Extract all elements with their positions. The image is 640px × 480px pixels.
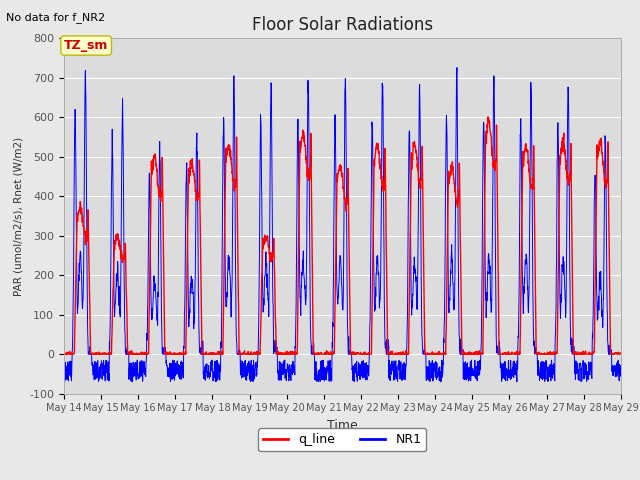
- Text: No data for f_NR2: No data for f_NR2: [6, 12, 106, 23]
- q_line: [505, 351, 513, 357]
- q_line: [484, 114, 492, 120]
- NR1: [453, 65, 461, 71]
- Title: Floor Solar Radiations: Floor Solar Radiations: [252, 16, 433, 34]
- q_line: [216, 348, 223, 354]
- NR1: [358, 366, 366, 372]
- NR1: [216, 375, 223, 381]
- NR1: [505, 358, 513, 363]
- Y-axis label: PAR (umol/m2/s), Rnet (W/m2): PAR (umol/m2/s), Rnet (W/m2): [13, 136, 24, 296]
- q_line: [584, 351, 591, 357]
- q_line: [61, 351, 69, 357]
- NR1: [437, 379, 445, 384]
- q_line: [371, 156, 379, 162]
- Line: NR1: NR1: [64, 68, 621, 382]
- Text: TZ_sm: TZ_sm: [64, 39, 108, 52]
- q_line: [359, 351, 367, 357]
- Legend: q_line, NR1: q_line, NR1: [259, 428, 426, 451]
- NR1: [617, 369, 625, 374]
- NR1: [60, 372, 68, 377]
- q_line: [568, 241, 576, 247]
- NR1: [568, 348, 576, 353]
- q_line: [60, 350, 68, 356]
- X-axis label: Time: Time: [327, 419, 358, 432]
- Line: q_line: q_line: [64, 117, 621, 354]
- NR1: [584, 369, 591, 374]
- NR1: [371, 308, 378, 314]
- q_line: [617, 350, 625, 356]
